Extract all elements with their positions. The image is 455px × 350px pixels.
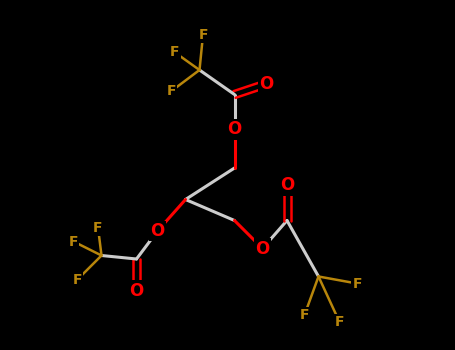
Text: F: F — [335, 315, 344, 329]
Text: O: O — [255, 239, 270, 258]
Text: F: F — [93, 220, 103, 234]
Text: F: F — [198, 28, 208, 42]
Text: F: F — [167, 84, 176, 98]
Text: F: F — [300, 308, 309, 322]
Text: F: F — [69, 234, 78, 248]
Text: O: O — [228, 120, 242, 139]
Text: O: O — [259, 75, 273, 93]
Text: F: F — [170, 46, 180, 60]
Text: F: F — [72, 273, 82, 287]
Text: O: O — [280, 176, 294, 195]
Text: O: O — [129, 281, 144, 300]
Text: F: F — [352, 276, 362, 290]
Text: O: O — [150, 222, 165, 240]
